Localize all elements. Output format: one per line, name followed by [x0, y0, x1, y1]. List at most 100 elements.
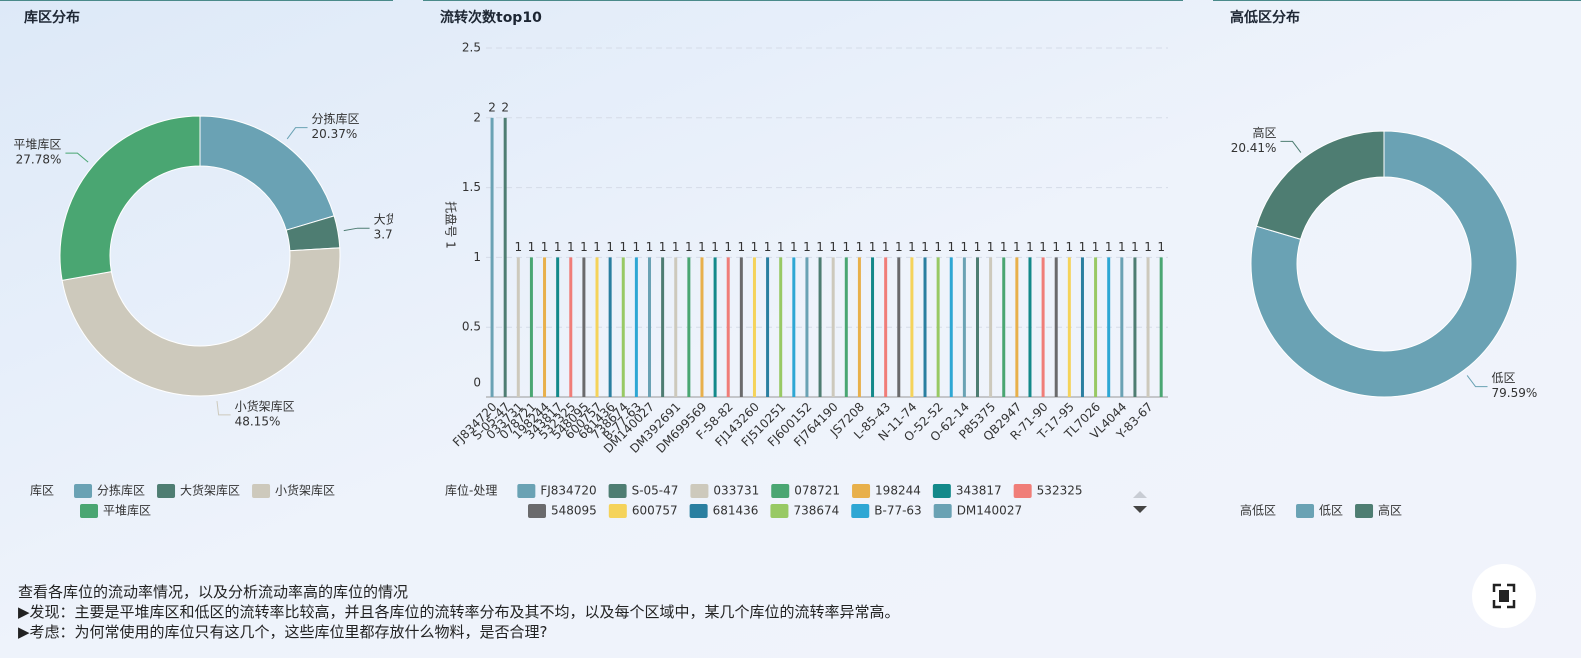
legend-label: FJ834720 — [540, 484, 596, 498]
leader-line — [65, 152, 89, 163]
bar — [936, 257, 940, 397]
bar — [871, 257, 875, 397]
bar — [516, 257, 520, 397]
value-label: 1 — [528, 240, 536, 254]
bar — [989, 257, 993, 397]
legend-swatch — [252, 484, 271, 498]
bar — [1080, 257, 1084, 397]
bar — [1107, 257, 1111, 397]
value-label: 1 — [829, 240, 837, 254]
slice-value: 20.37% — [312, 127, 358, 141]
slice-value: 27.78% — [16, 153, 62, 167]
description: 查看各库位的流动率情况，以及分析流动率高的库位的情况 ▶发现：主要是平堆库区和低区… — [18, 583, 900, 641]
y-tick-label: 2 — [473, 110, 481, 124]
leader-line — [1466, 375, 1488, 388]
bar — [1133, 257, 1137, 397]
slice-label: 平堆库区 — [13, 137, 61, 152]
legend-label: 平堆库区 — [103, 503, 151, 518]
legend-swatch — [852, 484, 871, 498]
value-label: 1 — [816, 240, 824, 254]
value-label: 1 — [1118, 240, 1126, 254]
chart-title: 流转次数top10 — [440, 9, 542, 26]
chart-title: 库区分布 — [24, 9, 80, 26]
value-label: 1 — [895, 240, 903, 254]
y-tick-label: 1 — [473, 250, 481, 264]
pie-slice — [59, 115, 201, 281]
value-label: 1 — [1131, 240, 1139, 254]
value-label: 1 — [764, 240, 772, 254]
value-label: 1 — [633, 240, 641, 254]
bar — [674, 257, 678, 397]
value-label: 1 — [659, 240, 667, 254]
bar — [779, 257, 783, 397]
value-label: 1 — [947, 240, 955, 254]
legend-swatch — [689, 504, 708, 518]
bar — [1159, 257, 1163, 397]
fullscreen-button[interactable] — [1472, 564, 1536, 628]
bar — [595, 257, 599, 397]
bar — [713, 257, 717, 397]
bar — [621, 257, 625, 397]
value-label: 1 — [1000, 240, 1008, 254]
value-label: 1 — [698, 240, 706, 254]
value-label: 1 — [685, 240, 693, 254]
bar — [831, 257, 835, 397]
bar — [752, 257, 756, 397]
pie-slice — [1250, 130, 1518, 398]
value-label: 1 — [567, 240, 575, 254]
value-label: 1 — [738, 240, 746, 254]
bar — [1002, 257, 1006, 397]
value-label: 1 — [856, 240, 864, 254]
legend-label: 681436 — [713, 504, 759, 518]
bar — [661, 257, 665, 397]
slice-value: 79.59% — [1492, 386, 1538, 400]
bar — [648, 257, 651, 397]
legend-title: 库位-处理 — [445, 483, 497, 498]
bar — [582, 257, 586, 397]
slice-label: 分拣库区 — [312, 111, 360, 126]
legend-swatch — [517, 484, 536, 498]
bar — [1041, 257, 1045, 397]
bar — [1054, 257, 1058, 397]
bar — [818, 257, 822, 397]
bar — [1067, 257, 1071, 397]
value-label: 1 — [1157, 240, 1165, 254]
legend-swatch — [1355, 504, 1374, 518]
value-label: 1 — [514, 240, 522, 254]
legend-swatch — [932, 484, 951, 498]
legend-label: 低区 — [1319, 504, 1343, 518]
bar — [634, 257, 638, 397]
legend-swatch — [80, 504, 98, 518]
bar — [976, 257, 979, 397]
bar — [529, 257, 533, 397]
legend-label: 高区 — [1378, 503, 1402, 518]
legend-label: 198244 — [875, 484, 921, 498]
bar — [1094, 257, 1098, 397]
value-label: 1 — [921, 240, 929, 254]
value-label: 1 — [777, 240, 785, 254]
legend-label: 小货架库区 — [275, 483, 335, 498]
value-label: 1 — [1144, 240, 1152, 254]
legend-label: 033731 — [713, 484, 759, 498]
legend-label: 738674 — [793, 504, 839, 518]
legend-label: B-77-63 — [874, 504, 921, 518]
value-label: 1 — [987, 240, 995, 254]
value-label: 1 — [1092, 240, 1100, 254]
pie-slice — [1255, 130, 1385, 240]
legend-swatch — [851, 504, 870, 518]
y-tick-label: 2.5 — [462, 41, 481, 55]
bar — [857, 257, 861, 397]
description-line: ▶考虑：为何常使用的库位只有这几个，这些库位里都存放什么物料，是否合理? — [18, 623, 548, 641]
value-label: 2 — [488, 100, 496, 114]
legend-page-up — [1133, 491, 1147, 498]
value-label: 1 — [934, 240, 942, 254]
legend-swatch — [770, 504, 789, 518]
value-label: 1 — [646, 240, 654, 254]
value-label: 1 — [711, 240, 719, 254]
legend-swatch — [157, 484, 176, 498]
slice-label: 小货架库区 — [235, 398, 295, 413]
bar — [1028, 257, 1032, 397]
value-label: 1 — [619, 240, 627, 254]
legend-page-down[interactable] — [1133, 506, 1147, 513]
